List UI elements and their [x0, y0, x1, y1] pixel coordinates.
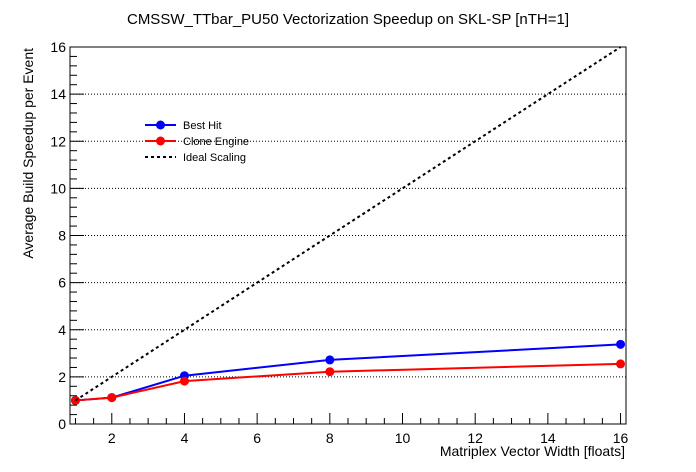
- chart-title: CMSSW_TTbar_PU50 Vectorization Speedup o…: [127, 11, 569, 28]
- legend-entry-label: Ideal Scaling: [183, 152, 246, 164]
- y-tick-label: 2: [58, 369, 66, 385]
- data-point: [179, 376, 189, 386]
- data-point: [325, 367, 335, 377]
- x-tick-label: 8: [326, 430, 334, 446]
- y-tick-label: 8: [58, 228, 66, 244]
- y-tick-label: 10: [50, 180, 66, 196]
- series-line: [74, 46, 622, 402]
- legend-entry-label: Best Hit: [183, 120, 222, 132]
- y-tick-label: 14: [50, 86, 66, 102]
- y-tick-label: 0: [58, 416, 66, 432]
- x-tick-label: 14: [540, 430, 556, 446]
- data-point: [325, 355, 335, 365]
- series-line: [75, 362, 621, 402]
- x-tick-label: 6: [253, 430, 261, 446]
- data-point: [616, 359, 626, 369]
- grid-lines: [70, 93, 626, 378]
- x-axis-label: Matriplex Vector Width [floats]: [440, 443, 625, 459]
- legend: Best Hit Clone Engine Ideal Scaling: [145, 120, 249, 164]
- y-axis-label: Average Build Speedup per Event: [20, 48, 36, 259]
- x-tick-label: 12: [467, 430, 483, 446]
- y-tick-label: 16: [50, 39, 66, 55]
- data-point: [107, 393, 117, 403]
- series-layer: [70, 46, 626, 405]
- x-tick-label: 2: [108, 430, 116, 446]
- axis-ticks: 0 2 4 6 8 10 12 14 16 2 4 6 8 10 12 14 16: [50, 39, 628, 446]
- y-tick-label: 6: [58, 275, 66, 291]
- legend-entry-label: Clone Engine: [183, 136, 249, 148]
- x-tick-label: 10: [395, 430, 411, 446]
- legend-swatch-marker: [156, 120, 165, 130]
- y-tick-label: 12: [50, 133, 66, 149]
- x-tick-label: 4: [181, 430, 189, 446]
- legend-swatch-marker: [156, 136, 165, 146]
- y-tick-label: 4: [58, 322, 66, 338]
- series-line: [75, 343, 621, 402]
- x-tick-label: 16: [613, 430, 629, 446]
- data-point: [616, 339, 626, 349]
- plot-frame: [69, 46, 627, 425]
